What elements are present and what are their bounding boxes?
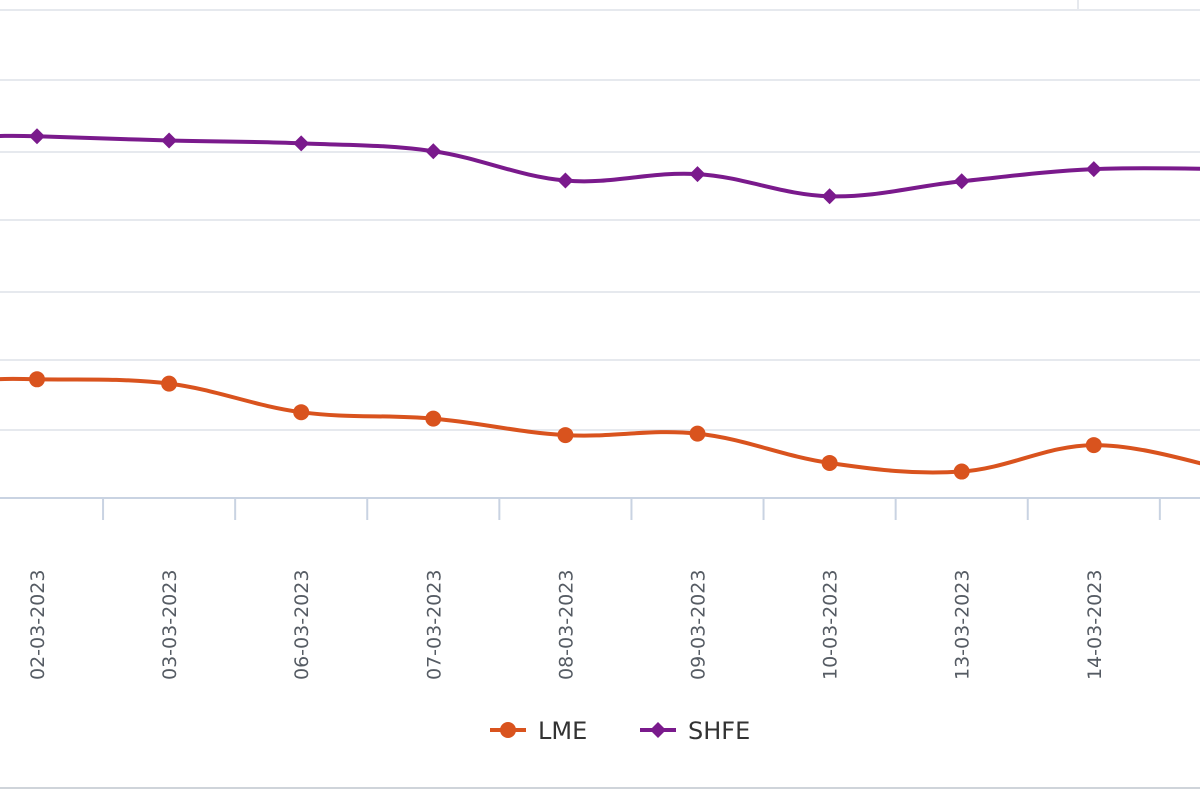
x-tick-label: 06-03-2023 [291,570,313,680]
data-point[interactable] [425,410,442,427]
data-point[interactable] [29,128,45,145]
data-point[interactable] [293,135,310,152]
x-axis [0,497,1200,789]
x-tick-label: 07-03-2023 [423,570,445,680]
legend-marker [650,722,666,738]
data-point[interactable] [1085,437,1102,454]
x-tick-label: 14-03-2023 [1084,570,1106,680]
x-tick-label: 08-03-2023 [555,570,577,680]
data-point[interactable] [953,463,970,480]
data-point[interactable] [557,172,574,189]
data-point[interactable] [161,132,178,149]
x-tick-label: 10-03-2023 [820,570,842,680]
series-shfe [0,128,1200,205]
data-point[interactable] [689,425,706,442]
data-point[interactable] [953,173,970,190]
data-point[interactable] [689,166,706,183]
legend-label: SHFE [688,717,750,745]
data-point[interactable] [293,404,310,421]
series-line-shfe [0,133,1200,199]
legend-item-lme[interactable]: LME [490,717,587,745]
x-tick-label: 03-03-2023 [159,570,181,680]
legend[interactable]: LME SHFE [490,717,750,745]
grid [0,0,1200,431]
x-tick-label: 13-03-2023 [952,570,974,680]
series-lme [0,371,1200,480]
legend-item-shfe[interactable]: SHFE [640,717,750,745]
legend-label: LME [538,717,587,745]
data-point[interactable] [1085,161,1102,178]
x-tick-label: 09-03-2023 [688,570,710,680]
data-point[interactable] [821,454,838,471]
series-area [0,128,1200,480]
data-point[interactable] [425,143,442,160]
data-point[interactable] [557,427,574,444]
legend-marker [500,722,516,738]
x-tick-labels: 02-03-2023 03-03-2023 06-03-2023 07-03-2023… [27,570,1106,680]
data-point[interactable] [821,188,838,205]
series-line-lme [0,376,1200,475]
x-tick-label: 02-03-2023 [27,570,49,680]
data-point[interactable] [161,375,178,392]
data-point[interactable] [29,371,45,388]
